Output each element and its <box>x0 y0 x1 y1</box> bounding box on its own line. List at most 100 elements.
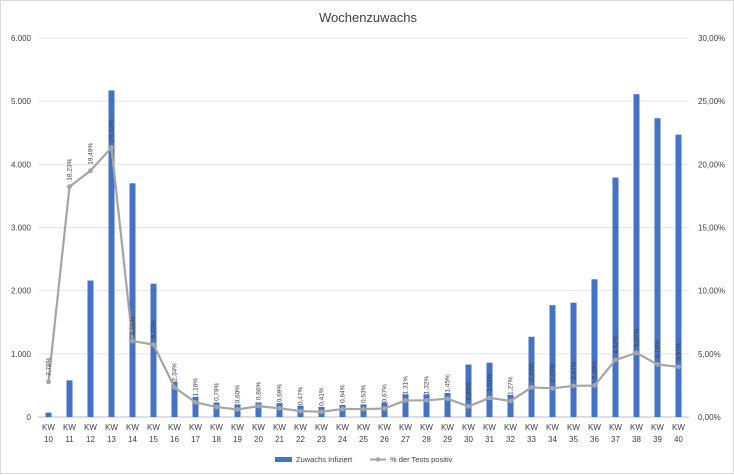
line-point <box>382 406 387 411</box>
line-point <box>634 350 639 356</box>
x-tick-label: 22 <box>296 435 305 444</box>
line-point <box>550 385 555 391</box>
x-tick-label: KW <box>189 423 202 432</box>
data-label: 0,86% <box>256 381 263 400</box>
data-label: 4,52% <box>613 335 620 354</box>
x-tick-label: 37 <box>611 435 620 444</box>
bar <box>129 183 136 417</box>
data-label: 1,27% <box>508 376 515 395</box>
y2-tick-label: 0,00% <box>698 413 721 422</box>
x-tick-label: KW <box>252 423 265 432</box>
bar <box>108 90 115 417</box>
data-label: 2,49% <box>592 361 599 380</box>
data-label: 3,97% <box>676 342 683 361</box>
x-tick-label: KW <box>168 423 181 432</box>
data-label: 0,69% <box>277 384 284 403</box>
data-label: 2,34% <box>172 363 179 382</box>
x-tick-label: KW <box>609 423 622 432</box>
line-point <box>466 403 471 409</box>
bar <box>45 412 52 417</box>
x-tick-label: KW <box>525 423 538 432</box>
data-label: 0,60% <box>235 385 242 404</box>
x-tick-label: KW <box>357 423 370 432</box>
line-point <box>298 408 303 414</box>
bar <box>612 177 619 417</box>
data-label: 2,34% <box>529 363 536 382</box>
gridlines <box>38 37 689 418</box>
x-tick-label: 29 <box>443 435 452 444</box>
line-point <box>256 403 261 409</box>
x-tick-label: 33 <box>527 435 536 444</box>
x-tick-label: KW <box>399 423 412 432</box>
line-point <box>193 399 198 405</box>
y2-tick-label: 15,00% <box>698 224 725 233</box>
data-label: 2,78% <box>46 357 53 376</box>
data-label: 4,16% <box>655 340 662 359</box>
x-tick-label: 17 <box>191 435 200 444</box>
y2-tick-label: 20,00% <box>698 160 725 169</box>
x-tick-label: KW <box>273 423 286 432</box>
data-label: 1,45% <box>445 374 452 393</box>
bar <box>654 118 661 417</box>
line-point <box>592 383 597 388</box>
x-tick-label: KW <box>588 423 601 432</box>
y2-tick-label: 5,00% <box>698 350 721 359</box>
x-tick-label: 26 <box>380 435 389 444</box>
chart-title: Wochenzuwachs <box>319 10 418 25</box>
line-point <box>277 405 282 411</box>
x-tick-label: 32 <box>506 435 515 444</box>
data-label: 0,41% <box>319 387 326 406</box>
line-point <box>130 338 135 344</box>
bar <box>633 94 640 418</box>
bar <box>549 305 556 417</box>
bar <box>570 302 577 417</box>
line-point <box>424 397 429 403</box>
line-point <box>67 184 72 190</box>
legend: Zuwachs Infiziert % der Tests positiv <box>275 455 453 464</box>
bar <box>171 381 178 417</box>
bar <box>87 280 94 417</box>
x-tick-label: KW <box>210 423 223 432</box>
x-tick-label: 39 <box>653 435 662 444</box>
line-point <box>88 168 93 174</box>
data-label: 2,27% <box>550 364 557 383</box>
x-tick-label: KW <box>231 423 244 432</box>
bar <box>465 364 472 417</box>
x-tick-label: 18 <box>212 435 221 444</box>
data-label: 1,32% <box>424 376 431 395</box>
bar <box>528 336 535 417</box>
legend-label-line: % der Tests positiv <box>390 455 453 464</box>
y-tick-label: 5.000 <box>11 97 32 106</box>
x-tick-label: 11 <box>65 435 74 444</box>
x-tick-label: KW <box>378 423 391 432</box>
data-label: 6,01% <box>130 316 137 335</box>
x-tick-label: 24 <box>338 435 347 444</box>
x-tick-label: 38 <box>632 435 641 444</box>
line-point <box>487 395 492 401</box>
data-label: 1,16% <box>193 378 200 397</box>
bar <box>213 402 220 417</box>
line-point <box>319 409 324 415</box>
bar <box>591 279 598 417</box>
x-tick-label: 10 <box>44 435 53 444</box>
x-tick-label: 23 <box>317 435 326 444</box>
line-point <box>361 406 366 412</box>
legend-swatch-marker <box>375 457 381 462</box>
line-point <box>445 396 450 402</box>
data-label: 5,73% <box>151 320 158 339</box>
y-tick-label: 3.000 <box>11 224 32 233</box>
x-tick-label: KW <box>504 423 517 432</box>
bar <box>423 394 430 417</box>
x-tick-label: KW <box>630 423 643 432</box>
x-tick-label: KW <box>672 423 685 432</box>
x-tick-label: KW <box>483 423 496 432</box>
x-tick-label: KW <box>462 423 475 432</box>
x-tick-label: 13 <box>107 435 116 444</box>
line-point <box>613 357 618 363</box>
x-tick-label: KW <box>105 423 118 432</box>
bar <box>255 402 262 417</box>
line-point <box>214 404 219 410</box>
line-point <box>676 364 681 370</box>
